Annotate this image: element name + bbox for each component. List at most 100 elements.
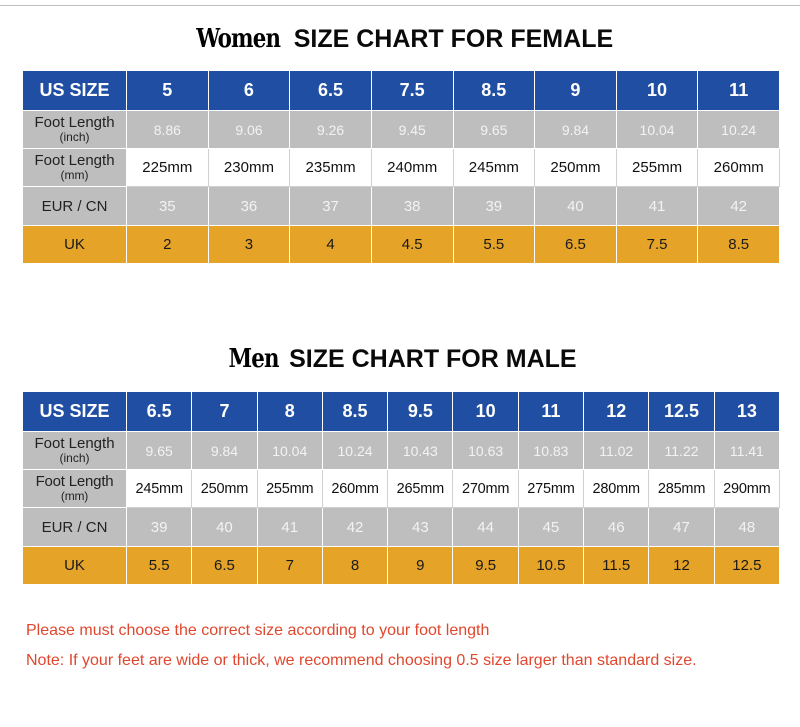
us-size-header: US SIZE — [22, 70, 127, 111]
uk-cell: 5.5 — [125, 546, 193, 585]
header-main-label: Foot Length — [34, 435, 115, 452]
header-unit-label: (inch) — [59, 130, 90, 144]
eur-cell: 44 — [452, 507, 519, 547]
eur-cn-header: EUR / CN — [22, 507, 127, 547]
inch-cell: 10.04 — [256, 431, 323, 470]
uk-cell: 4 — [289, 225, 372, 264]
inch-cell: 10.63 — [452, 431, 519, 470]
uk-cell: 10.5 — [517, 546, 585, 585]
inch-cell: 11.22 — [648, 431, 715, 470]
eur-cn-header: EUR / CN — [22, 186, 127, 226]
us-size-cell: 7.5 — [370, 70, 454, 111]
inch-cell: 11.02 — [583, 431, 650, 470]
us-size-cell: 5 — [126, 70, 209, 111]
us-size-cell: 12.5 — [648, 391, 715, 432]
us-size-cell: 13 — [713, 391, 781, 432]
foot-length-inch-row: Foot Length (inch) 9.65 9.84 10.04 10.24… — [22, 431, 781, 470]
eur-cell: 38 — [370, 186, 454, 226]
mm-cell: 260mm — [697, 148, 780, 187]
inch-cell: 10.24 — [697, 110, 780, 149]
uk-cell: 12.5 — [713, 546, 781, 585]
uk-cell: 5.5 — [452, 225, 536, 264]
us-size-cell: 8 — [256, 391, 323, 432]
eur-cell: 47 — [648, 507, 715, 547]
us-size-row: US SIZE 5 6 6.5 7.5 8.5 9 10 11 — [22, 70, 780, 111]
us-size-cell: 8.5 — [321, 391, 389, 432]
inch-cell: 11.41 — [713, 431, 781, 470]
inch-cell: 9.84 — [191, 431, 258, 470]
top-divider — [0, 5, 800, 6]
eur-cell: 46 — [583, 507, 650, 547]
mm-cell: 275mm — [517, 469, 585, 508]
us-size-cell: 8.5 — [452, 70, 536, 111]
header-main-label: Foot Length — [34, 114, 115, 131]
mm-cell: 265mm — [387, 469, 454, 508]
us-size-row: US SIZE 6.5 7 8 8.5 9.5 10 11 12 12.5 13 — [22, 391, 781, 432]
women-chart-title: Women SIZE CHART FOR FEMALE — [0, 24, 800, 54]
us-size-cell: 9.5 — [387, 391, 454, 432]
men-chart-title: Men SIZE CHART FOR MALE — [0, 344, 800, 374]
eur-cell: 41 — [256, 507, 323, 547]
us-size-cell: 6.5 — [289, 70, 372, 111]
inch-cell: 9.84 — [534, 110, 617, 149]
eur-cell: 39 — [125, 507, 193, 547]
mm-cell: 250mm — [534, 148, 617, 187]
mm-cell: 255mm — [615, 148, 699, 187]
mm-cell: 240mm — [370, 148, 454, 187]
us-size-cell: 6 — [207, 70, 291, 111]
header-unit-label: (inch) — [59, 451, 90, 465]
uk-cell: 2 — [126, 225, 209, 264]
uk-header: UK — [22, 546, 127, 585]
eur-cell: 45 — [517, 507, 585, 547]
uk-cell: 8 — [321, 546, 389, 585]
uk-row: UK 2 3 4 4.5 5.5 6.5 7.5 8.5 — [22, 225, 780, 264]
inch-cell: 10.43 — [387, 431, 454, 470]
wide-feet-note: Note: If your feet are wide or thick, we… — [26, 652, 697, 669]
uk-cell: 12 — [648, 546, 715, 585]
mm-cell: 245mm — [125, 469, 193, 508]
eur-cell: 43 — [387, 507, 454, 547]
mm-cell: 290mm — [713, 469, 781, 508]
eur-cell: 42 — [321, 507, 389, 547]
eur-cell: 41 — [615, 186, 699, 226]
foot-length-mm-row: Foot Length (mm) 245mm 250mm 255mm 260mm… — [22, 469, 781, 508]
mm-cell: 285mm — [648, 469, 715, 508]
mm-cell: 235mm — [289, 148, 372, 187]
uk-row: UK 5.5 6.5 7 8 9 9.5 10.5 11.5 12 12.5 — [22, 546, 781, 585]
inch-cell: 10.24 — [321, 431, 389, 470]
us-size-cell: 11 — [697, 70, 780, 111]
eur-cell: 35 — [126, 186, 209, 226]
inch-cell: 10.83 — [517, 431, 585, 470]
foot-length-mm-header: Foot Length (mm) — [22, 148, 127, 187]
eur-cell: 40 — [534, 186, 617, 226]
us-size-cell: 10 — [452, 391, 519, 432]
mm-cell: 245mm — [452, 148, 536, 187]
foot-length-inch-header: Foot Length (inch) — [22, 431, 127, 470]
uk-cell: 11.5 — [583, 546, 650, 585]
header-main-label: Foot Length — [35, 473, 114, 490]
men-title-main: SIZE CHART FOR MALE — [289, 345, 577, 373]
eur-cn-row: EUR / CN 35 36 37 38 39 40 41 42 — [22, 186, 780, 226]
us-size-cell: 7 — [191, 391, 258, 432]
uk-cell: 7.5 — [615, 225, 699, 264]
inch-cell: 9.65 — [125, 431, 193, 470]
uk-cell: 4.5 — [370, 225, 454, 264]
inch-cell: 9.65 — [452, 110, 536, 149]
mm-cell: 230mm — [207, 148, 291, 187]
men-title-lead: Men — [228, 344, 280, 374]
men-size-table: US SIZE 6.5 7 8 8.5 9.5 10 11 12 12.5 13… — [22, 391, 781, 585]
uk-cell: 9.5 — [452, 546, 519, 585]
mm-cell: 270mm — [452, 469, 519, 508]
mm-cell: 255mm — [256, 469, 323, 508]
uk-cell: 9 — [387, 546, 454, 585]
header-main-label: Foot Length — [34, 152, 115, 169]
inch-cell: 9.45 — [370, 110, 454, 149]
women-title-main: SIZE CHART FOR FEMALE — [293, 25, 614, 53]
size-advice-note: Please must choose the correct size acco… — [26, 622, 490, 639]
us-size-cell: 12 — [583, 391, 650, 432]
eur-cell: 37 — [289, 186, 372, 226]
mm-cell: 250mm — [191, 469, 258, 508]
uk-cell: 6.5 — [534, 225, 617, 264]
uk-cell: 7 — [256, 546, 323, 585]
eur-cell: 42 — [697, 186, 780, 226]
